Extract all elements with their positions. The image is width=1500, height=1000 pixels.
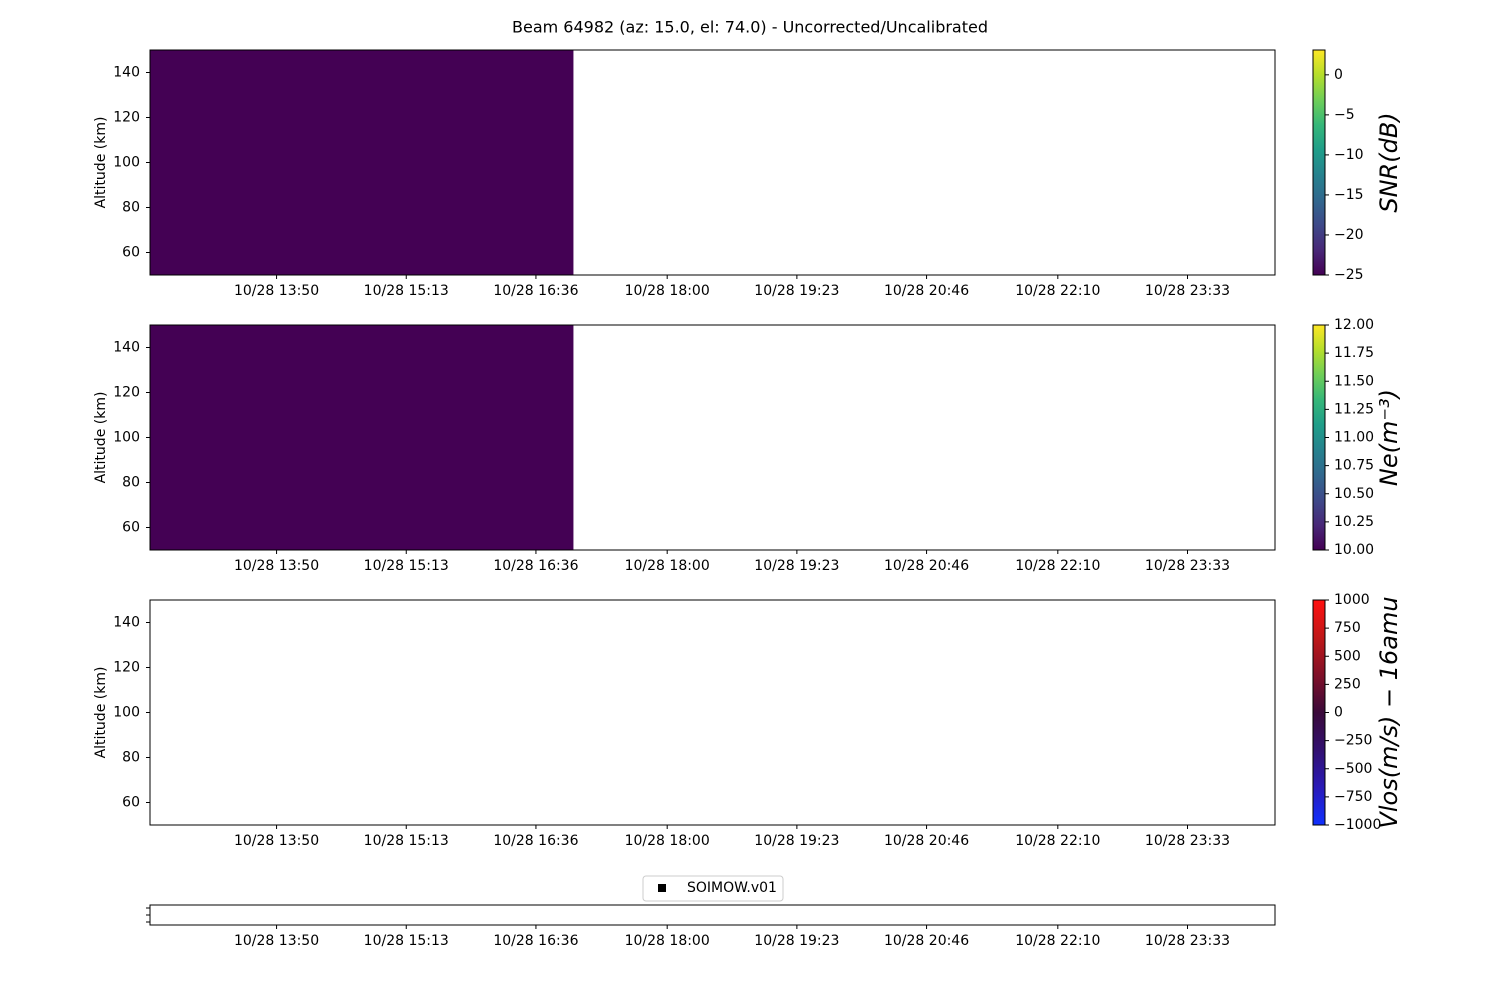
x-tick-label: 10/28 22:10 [1015,283,1100,299]
colorbar-tick-label: 11.00 [1334,430,1374,446]
colorbar-tick-label: −25 [1334,267,1364,283]
colorbar-tick-label: 0 [1334,705,1343,721]
colorbar-tick-label: −500 [1334,761,1372,777]
colorbar-tick-label: −5 [1334,107,1355,123]
x-tick-label: 10/28 16:36 [493,933,578,949]
x-tick-label: 10/28 19:23 [754,558,839,574]
x-tick-label: 10/28 22:10 [1015,933,1100,949]
colorbar-tick-label: −1000 [1334,817,1381,833]
x-tick-label: 10/28 19:23 [754,283,839,299]
y-axis-label: Altitude (km) [93,117,109,209]
x-tick-label: 10/28 16:36 [493,558,578,574]
x-tick-label: 10/28 23:33 [1145,558,1230,574]
y-tick-label: 60 [122,245,140,261]
y-axis-label: Altitude (km) [93,392,109,484]
colorbar-tick-label: 11.25 [1334,401,1374,417]
x-tick-label: 10/28 19:23 [754,933,839,949]
y-tick-label: 100 [113,155,140,171]
colorbar [1312,599,1326,826]
colorbar-label: SNR(dB) [1375,112,1403,212]
colorbar-tick-label: 1000 [1334,592,1370,608]
x-tick-label: 10/28 13:50 [234,833,319,849]
colorbar-tick-label: 10.25 [1334,514,1374,530]
y-tick-label: 60 [122,795,140,811]
x-tick-label: 10/28 22:10 [1015,833,1100,849]
colorbar-tick-label: 11.75 [1334,345,1374,361]
colorbar-tick-label: −20 [1334,227,1364,243]
x-tick-label: 10/28 18:00 [625,283,710,299]
axes-frame [149,324,1276,551]
colorbar-tick-label: 10.75 [1334,458,1374,474]
colorbar-tick-label: −250 [1334,733,1372,749]
colorbar [1312,324,1326,551]
colorbar-tick-label: −15 [1334,187,1364,203]
x-tick-label: 10/28 15:13 [364,833,449,849]
legend-box [642,875,784,902]
colorbar-tick-label: 12.00 [1334,317,1374,333]
y-tick-label: 120 [113,385,140,401]
x-tick-label: 10/28 15:13 [364,283,449,299]
y-tick-label: 80 [122,475,140,491]
x-tick-label: 10/28 18:00 [625,558,710,574]
x-tick-label: 10/28 18:00 [625,833,710,849]
heatmap-cell [150,325,574,550]
y-axis-label: Altitude (km) [93,667,109,759]
legend-marker [658,884,666,892]
x-tick-label: 10/28 20:46 [884,283,969,299]
colorbar-tick-label: −750 [1334,789,1372,805]
x-tick-label: 10/28 13:50 [234,283,319,299]
x-tick-label: 10/28 22:10 [1015,558,1100,574]
y-tick-label: 140 [113,65,140,81]
colorbar-tick-label: 0 [1334,67,1343,83]
colorbar-tick-label: 10.00 [1334,542,1374,558]
legend-label: SOIMOW.v01 [687,880,777,896]
axes-frame [149,904,1276,926]
x-tick-label: 10/28 20:46 [884,833,969,849]
axes-frame [149,49,1276,276]
colorbar-tick-label: 250 [1334,676,1361,692]
y-tick-label: 60 [122,520,140,536]
x-tick-label: 10/28 15:13 [364,558,449,574]
x-tick-label: 10/28 13:50 [234,558,319,574]
x-tick-label: 10/28 18:00 [625,933,710,949]
y-tick-label: 80 [122,750,140,766]
colorbar-label: Vlos(m/s) − 16amu [1375,596,1403,828]
colorbar-label: Ne(m⁻³) [1375,389,1403,486]
y-tick-label: 100 [113,430,140,446]
y-tick-label: 100 [113,705,140,721]
y-tick-label: 120 [113,110,140,126]
figure-title: Beam 64982 (az: 15.0, el: 74.0) - Uncorr… [512,18,988,37]
x-tick-label: 10/28 23:33 [1145,833,1230,849]
colorbar-tick-label: 500 [1334,648,1361,664]
x-tick-label: 10/28 20:46 [884,558,969,574]
y-tick-label: 120 [113,660,140,676]
x-tick-label: 10/28 20:46 [884,933,969,949]
colorbar [1312,49,1326,276]
y-tick-label: 80 [122,200,140,216]
axes-frame [149,599,1276,826]
y-tick-label: 140 [113,340,140,356]
colorbar-tick-label: −10 [1334,147,1364,163]
x-tick-label: 10/28 16:36 [493,833,578,849]
x-tick-label: 10/28 13:50 [234,933,319,949]
x-tick-label: 10/28 16:36 [493,283,578,299]
x-tick-label: 10/28 23:33 [1145,283,1230,299]
x-tick-label: 10/28 23:33 [1145,933,1230,949]
x-tick-label: 10/28 15:13 [364,933,449,949]
y-tick-label: 140 [113,615,140,631]
colorbar-tick-label: 750 [1334,620,1361,636]
colorbar-tick-label: 11.50 [1334,373,1374,389]
colorbar-tick-label: 10.50 [1334,486,1374,502]
heatmap-cell [150,50,574,275]
x-tick-label: 10/28 19:23 [754,833,839,849]
